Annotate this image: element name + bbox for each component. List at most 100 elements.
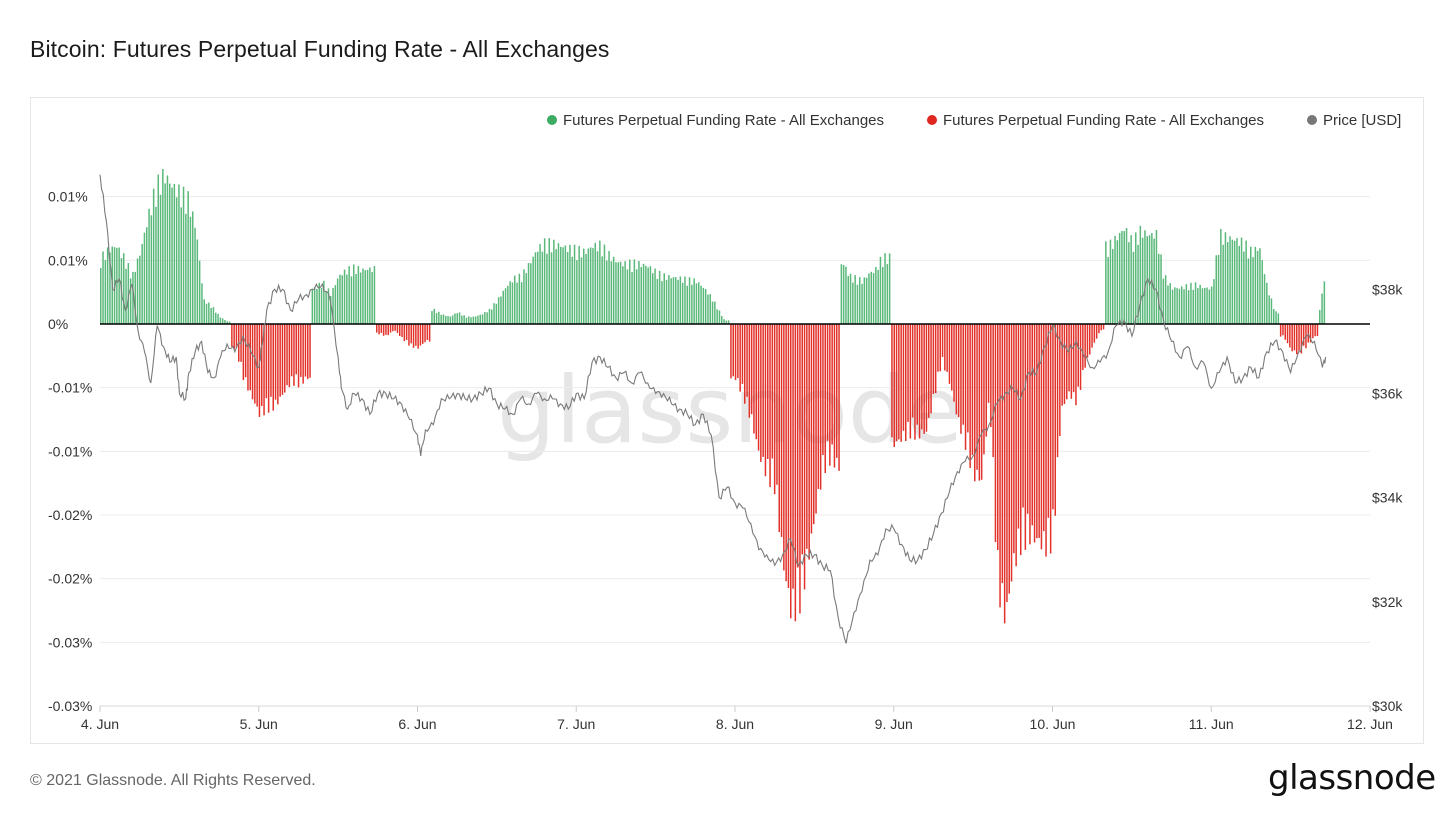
funding-bar-positive (520, 282, 523, 324)
funding-bar-positive (369, 267, 371, 324)
funding-bar-positive (589, 247, 592, 324)
funding-bar-positive (509, 281, 511, 324)
funding-bar-negative (939, 324, 941, 372)
funding-bar-positive (672, 277, 675, 324)
funding-bar-positive (1215, 255, 1217, 324)
funding-bar-positive (461, 315, 463, 324)
funding-bar-negative (730, 324, 732, 379)
funding-bar-negative (419, 324, 422, 346)
funding-bar-positive (152, 188, 155, 324)
funding-bar-positive (451, 315, 454, 324)
funding-bar-positive (1123, 231, 1125, 324)
funding-bar-positive (647, 267, 649, 324)
legend-marker (1307, 115, 1317, 125)
funding-bar-negative (422, 324, 424, 344)
funding-bar-positive (313, 286, 316, 324)
funding-bar-positive (1261, 260, 1263, 324)
funding-bar-negative (279, 324, 281, 397)
funding-bar-negative (978, 324, 981, 481)
funding-bar-positive (534, 252, 537, 324)
funding-bar-negative (385, 324, 387, 335)
funding-bar-positive (201, 283, 203, 324)
funding-bar-positive (675, 277, 677, 324)
funding-bar-positive (1158, 253, 1160, 324)
funding-bar-positive (1323, 281, 1326, 324)
legend[interactable]: Futures Perpetual Funding Rate - All Exc… (547, 112, 1401, 129)
funding-bar-positive (348, 266, 350, 324)
funding-bar-negative (976, 324, 978, 470)
funding-bar-positive (203, 299, 205, 324)
funding-bar-positive (316, 288, 318, 324)
funding-bar-positive (346, 274, 348, 324)
funding-bar-positive (435, 312, 438, 324)
funding-bar-positive (569, 244, 571, 324)
funding-bar-negative (769, 324, 771, 488)
funding-bar-negative (309, 324, 311, 378)
y-right-tick-label: $32k (1372, 594, 1403, 610)
x-tick-label: 6. Jun (398, 716, 436, 732)
funding-bar-positive (205, 303, 208, 324)
funding-bar-negative (399, 324, 401, 337)
funding-bar-positive (484, 312, 486, 324)
funding-bar-positive (688, 277, 691, 324)
funding-bar-positive (615, 262, 617, 324)
funding-bar-negative (815, 324, 817, 514)
glassnode-logo[interactable]: glassnode (1268, 758, 1436, 798)
funding-bar-negative (1056, 324, 1059, 458)
funding-bar-positive (1275, 311, 1277, 324)
funding-bar-negative (1059, 324, 1061, 436)
funding-bar-positive (872, 273, 875, 324)
funding-bar-negative (923, 324, 925, 434)
funding-bar-negative (261, 324, 263, 406)
funding-bar-positive (668, 275, 670, 324)
x-tick-label: 12. Jun (1347, 716, 1393, 732)
funding-bar-negative (1293, 324, 1296, 351)
funding-bar-positive (454, 313, 456, 324)
funding-bar-negative (408, 324, 410, 346)
funding-bar-positive (1178, 288, 1181, 324)
funding-bar-positive (129, 278, 132, 324)
funding-bar-negative (1054, 324, 1056, 516)
funding-bar-positive (217, 313, 219, 324)
funding-bar-positive (463, 315, 465, 324)
funding-bar-positive (100, 267, 102, 324)
funding-bar-positive (1259, 248, 1261, 324)
funding-bar-positive (711, 301, 714, 324)
funding-bar-positive (162, 168, 164, 324)
funding-bar-positive (840, 264, 843, 324)
funding-bar-positive (139, 255, 141, 324)
funding-rate-bars (100, 168, 1326, 624)
funding-bar-negative (1015, 324, 1017, 567)
funding-bar-negative (757, 324, 760, 451)
funding-bar-positive (631, 272, 633, 324)
funding-bar-negative (833, 324, 836, 468)
funding-bar-positive (118, 247, 120, 324)
funding-bar-negative (1291, 324, 1293, 352)
funding-bar-positive (1273, 309, 1275, 324)
funding-bar-positive (173, 184, 176, 324)
funding-bar-positive (123, 253, 125, 324)
funding-bar-positive (601, 256, 603, 324)
funding-bar-positive (868, 273, 870, 324)
funding-bar-positive (125, 268, 127, 324)
y-right-tick-label: $36k (1372, 385, 1403, 401)
funding-bar-positive (875, 267, 877, 324)
funding-bar-positive (1148, 235, 1151, 324)
funding-bar-negative (258, 324, 261, 417)
funding-bar-positive (1141, 237, 1144, 324)
funding-bar-negative (394, 324, 396, 331)
funding-bar-negative (1008, 324, 1010, 594)
funding-bar-negative (1279, 324, 1282, 337)
funding-bar-negative (902, 324, 905, 431)
funding-bar-positive (686, 285, 688, 324)
funding-bar-positive (1229, 236, 1231, 324)
funding-bar-negative (780, 324, 783, 537)
funding-bar-positive (640, 266, 642, 324)
funding-bar-positive (1254, 246, 1257, 324)
funding-bar-positive (192, 211, 194, 324)
funding-bar-negative (941, 324, 944, 357)
funding-bar-positive (518, 273, 521, 324)
funding-bar-positive (691, 284, 693, 324)
funding-bar-positive (1167, 285, 1169, 324)
